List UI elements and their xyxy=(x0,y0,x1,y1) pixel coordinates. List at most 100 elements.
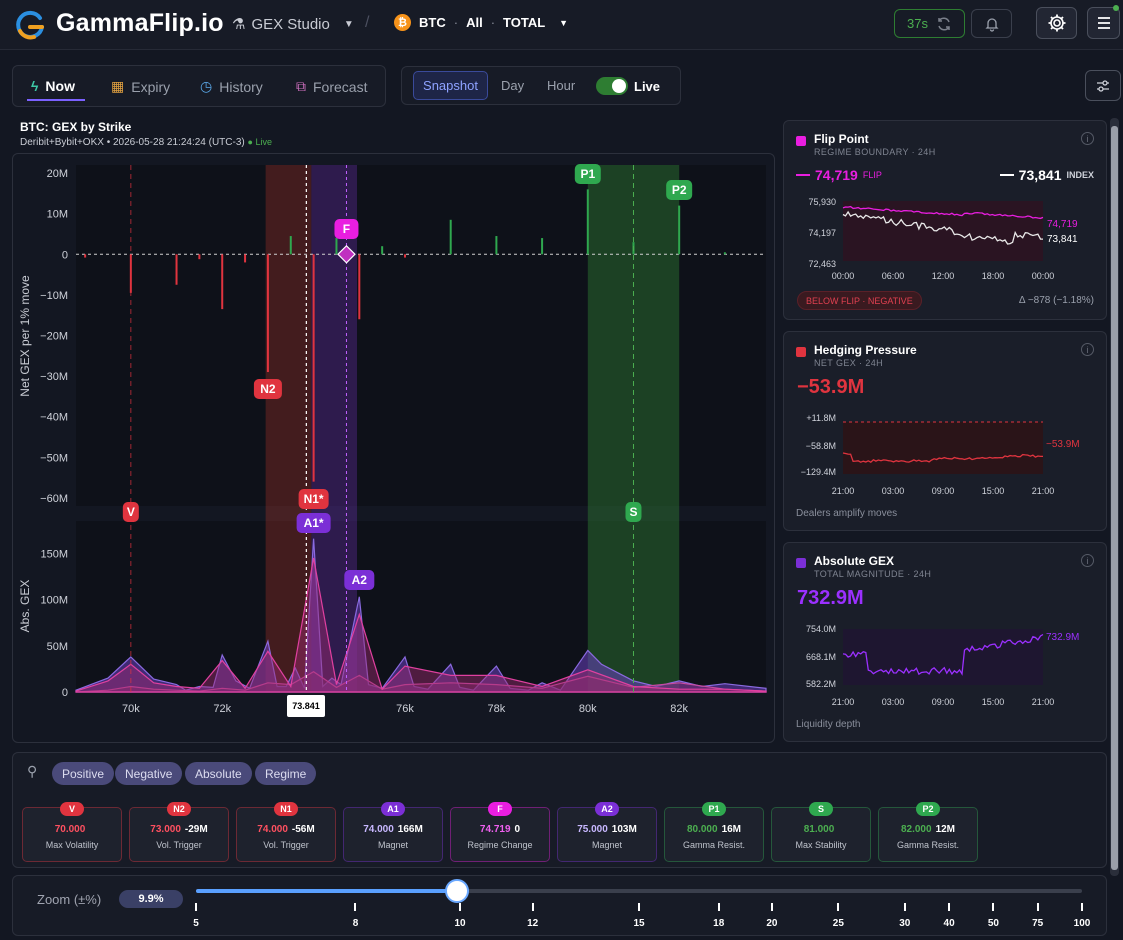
flip-sparkline-line xyxy=(842,205,1044,220)
tab-now[interactable]: ϟ Now xyxy=(31,78,75,94)
gex-bar xyxy=(312,254,315,482)
notifications-button[interactable] xyxy=(971,9,1012,38)
flip-point-panel: Flip Point REGIME BOUNDARY · 24H i 74,71… xyxy=(783,120,1107,320)
brand-name[interactable]: GammaFlip.io xyxy=(56,9,224,37)
info-icon[interactable]: i xyxy=(1081,554,1094,567)
hedge-sparkline-line xyxy=(842,452,1043,463)
level-card[interactable]: P2 82.000 12M Gamma Resist. xyxy=(878,802,978,862)
asset-label: BTC xyxy=(419,15,446,30)
mode-snapshot[interactable]: Snapshot xyxy=(413,71,488,100)
tab-expiry[interactable]: ▦ Expiry xyxy=(111,78,170,95)
flip-line-swatch xyxy=(796,174,810,176)
level-card[interactable]: A2 75.000 103M Magnet xyxy=(557,802,657,862)
marker-n1: N1* xyxy=(298,489,329,509)
x-tick: 21:00 xyxy=(1032,697,1055,707)
info-icon[interactable]: i xyxy=(1081,132,1094,145)
marker-badge-label: P1 xyxy=(580,167,595,181)
tab-history[interactable]: ◷ History xyxy=(200,78,263,95)
abs-value: 732.9M xyxy=(797,587,864,609)
filter-negative[interactable]: Negative xyxy=(115,762,183,785)
marker-badge-bg xyxy=(574,164,601,184)
refresh-button[interactable]: 37s xyxy=(894,9,965,38)
y-tick-label: −30M xyxy=(40,371,68,383)
zoom-tick-label: 30 xyxy=(899,918,911,929)
level-strike: 74.719 xyxy=(479,824,511,835)
abs-area-positive xyxy=(75,670,767,693)
y-axis-label-top: Net GEX per 1% move xyxy=(18,275,32,397)
tab-forecast[interactable]: ⧉ Forecast xyxy=(296,78,367,95)
y-tick: 72,463 xyxy=(808,259,836,269)
y-tick-label: −20M xyxy=(40,331,68,343)
level-card[interactable]: S 81.000 Max Stability xyxy=(771,802,871,862)
sliders-icon xyxy=(1097,79,1109,92)
gex-chart-panel: 20M 10M 0 −10M −20M −30M −40M −50M −60M 150M 100M… xyxy=(12,153,775,743)
filter-absolute[interactable]: Absolute xyxy=(185,762,252,785)
settings-button[interactable] xyxy=(1036,7,1077,39)
filter-positive[interactable]: Positive xyxy=(52,762,115,785)
zoom-tick-label: 25 xyxy=(832,918,844,929)
x-tick: 15:00 xyxy=(982,697,1005,707)
zoom-control: Zoom (±%) 9.9% 5 8 10 12 15 18 20 25 30 40 50 75 100 xyxy=(12,875,1107,936)
level-badge: N2 xyxy=(167,802,191,816)
x-tick: 21:00 xyxy=(832,697,855,707)
level-badge: N1 xyxy=(274,802,298,816)
y-tick-label: 100M xyxy=(40,595,68,607)
zoom-knob[interactable] xyxy=(445,879,470,903)
level-description: Magnet xyxy=(377,840,409,850)
tab-label: History xyxy=(219,78,263,95)
menu-button[interactable] xyxy=(1087,7,1120,39)
marker-badge-label: P2 xyxy=(672,183,687,197)
mode-day[interactable]: Day xyxy=(501,78,525,93)
gex-bar xyxy=(266,254,269,373)
scrollbar[interactable] xyxy=(1110,118,1119,876)
zoom-tick-mark xyxy=(638,903,640,911)
index-value: 73,841 xyxy=(1018,167,1062,183)
level-card[interactable]: V 70.000 Max Volatility xyxy=(22,802,122,862)
level-strike: 75.000 xyxy=(577,824,608,835)
level-description: Vol. Trigger xyxy=(263,840,309,850)
level-description: Magnet xyxy=(591,840,623,850)
tab-label: Now xyxy=(45,78,75,94)
y-tick: −129.4M xyxy=(801,467,836,477)
x-tick-label: 70k xyxy=(122,703,140,715)
level-card[interactable]: P1 80.000 16M Gamma Resist. xyxy=(664,802,764,862)
marker-badge-label: F xyxy=(343,222,350,236)
gex-bar xyxy=(541,238,544,255)
level-card[interactable]: A1 74.000 166M Magnet xyxy=(343,802,443,862)
zoom-tick-mark xyxy=(531,903,534,911)
y-tick-label: 10M xyxy=(47,209,68,221)
mode-hour[interactable]: Hour xyxy=(547,78,576,93)
level-card[interactable]: N1 74.000 -56M Vol. Trigger xyxy=(236,802,336,862)
level-values: 75.000 103M xyxy=(558,824,656,835)
live-toggle[interactable] xyxy=(596,77,628,95)
zoom-slider[interactable] xyxy=(196,879,1082,903)
zoom-tick-label: 15 xyxy=(633,918,645,929)
y-tick-label: 50M xyxy=(47,641,68,653)
level-badge: V xyxy=(60,802,84,816)
gex-bar xyxy=(244,254,247,263)
status-dot xyxy=(1113,5,1119,11)
x-tick: 21:00 xyxy=(1032,486,1055,496)
level-strike: 81.000 xyxy=(803,824,835,835)
pin-icon[interactable]: ⚲ xyxy=(27,763,38,779)
level-badge: P2 xyxy=(916,802,940,816)
marker-n2: N2 xyxy=(253,379,282,399)
level-gex: 16M xyxy=(721,824,742,835)
filter-regime[interactable]: Regime xyxy=(255,762,317,785)
zoom-tick-mark xyxy=(459,903,462,911)
gex-chart[interactable]: 20M 10M 0 −10M −20M −30M −40M −50M −60M 150M 100M… xyxy=(13,154,776,744)
tab-label: Forecast xyxy=(313,78,368,95)
studio-selector[interactable]: ⚗ GEX Studio ▼ xyxy=(232,15,354,34)
scrollbar-thumb[interactable] xyxy=(1111,126,1118,870)
level-description: Gamma Resist. xyxy=(682,840,745,850)
x-tick: 00:00 xyxy=(1032,271,1055,281)
level-card[interactable]: F 74.719 0 Regime Change xyxy=(450,802,550,862)
marker-badge-bg xyxy=(334,219,359,239)
level-card[interactable]: N2 73.000 -29M Vol. Trigger xyxy=(129,802,229,862)
info-icon[interactable]: i xyxy=(1081,343,1094,356)
spot-price-tag: 73.841 xyxy=(287,695,325,717)
filter-settings-button[interactable] xyxy=(1085,70,1121,101)
asset-selector[interactable]: ₿ BTC · All · TOTAL ▼ xyxy=(394,14,568,31)
zoom-tick-label: 20 xyxy=(766,918,778,929)
flip-value-row: 74,719 FLIP xyxy=(796,167,882,183)
